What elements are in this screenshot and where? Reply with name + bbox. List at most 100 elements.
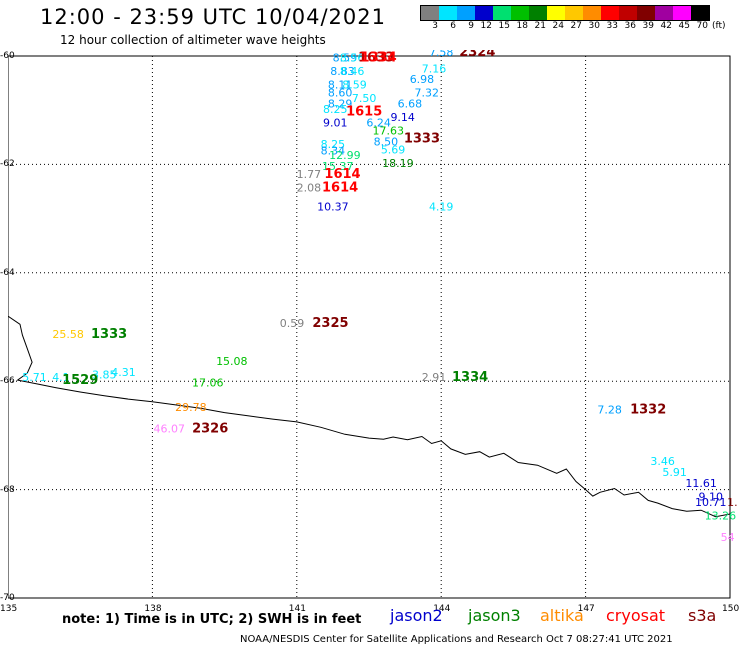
wave-height-label: 4.31: [111, 366, 136, 379]
credit-footer: NOAA/NESDIS Center for Satellite Applica…: [240, 634, 673, 645]
longitude-tick-label: 138: [144, 604, 162, 614]
scale-swatch: [601, 6, 619, 20]
wave-height-label: 8.25: [321, 138, 346, 151]
page-subtitle: 12 hour collection of altimeter wave hei…: [60, 33, 326, 47]
scale-swatch: [655, 6, 673, 20]
wave-height-label: 9.10: [698, 490, 723, 503]
wave-height-label: 5.91: [662, 466, 687, 479]
wave-height-label: 5.71: [22, 371, 47, 384]
observation-time-label: 2326: [192, 422, 228, 437]
satellite-legend-item: altika: [540, 606, 584, 625]
wave-height-label: 15.37: [322, 160, 354, 173]
longitude-tick-label: 147: [577, 604, 595, 614]
wave-height-label: 46.07: [153, 423, 185, 436]
scale-label: 36: [624, 21, 636, 31]
wave-height-label: 11.61: [685, 477, 717, 490]
wave-height-label: 54: [721, 531, 735, 544]
wave-height-label: 7.50: [352, 92, 377, 105]
observation-time-label: 1333: [91, 327, 127, 342]
observation-time-label: 1633: [358, 50, 394, 65]
scale-swatch: [439, 6, 457, 20]
wave-height-label: 8.60: [328, 87, 353, 100]
wave-height-label: 25.58: [52, 328, 84, 341]
wave-height-label: 9.14: [390, 111, 415, 124]
scale-label: 27: [570, 21, 582, 31]
wave-height-label: 5.69: [381, 144, 406, 157]
scale-swatch: [421, 6, 439, 20]
wave-height-label: 18.19: [382, 157, 414, 170]
footnote: note: 1) Time is in UTC; 2) SWH is in fe…: [62, 612, 362, 627]
map-frame: [8, 55, 731, 599]
scale-swatch: [673, 6, 691, 20]
wave-height-label: 8.29: [328, 97, 353, 110]
observation-time-label: 1334: [361, 50, 397, 65]
wave-height-label: 8.56: [340, 51, 365, 64]
observation-time-label: 2324: [459, 50, 495, 60]
wave-height-label: 17.63: [373, 125, 405, 138]
wave-height-label: 10.71: [695, 496, 727, 509]
scale-label: 70: [696, 21, 708, 31]
scale-label: 9: [468, 21, 474, 31]
scale-label: 24: [552, 21, 564, 31]
scale-swatch: [493, 6, 511, 20]
wave-height-label: 8.25: [323, 103, 348, 116]
longitude-tick-label: 150: [722, 604, 740, 614]
wave-height-label: 17.06: [192, 377, 224, 390]
wave-height-label: 8.34: [321, 145, 346, 158]
wave-height-label: 7.16: [422, 62, 447, 75]
wave-height-label: 4.19: [429, 200, 454, 213]
scale-swatch: [691, 6, 709, 20]
scale-swatch: [637, 6, 655, 20]
wave-height-label: 1.: [727, 496, 738, 509]
satellite-legend-item: jason2: [390, 606, 443, 625]
wave-height-label: 6.24: [366, 116, 391, 129]
scale-swatch: [565, 6, 583, 20]
scale-swatch: [457, 6, 475, 20]
scale-label: 42: [660, 21, 672, 31]
longitude-tick-label: 141: [288, 604, 306, 614]
wave-height-label: 12.99: [329, 149, 361, 162]
wave-height-label: 8.50: [374, 135, 399, 148]
observation-time-label: 1529: [62, 373, 98, 388]
wave-height-label: 13.26: [705, 509, 737, 522]
wave-height-label: 2.91: [422, 371, 447, 384]
latitude-tick-label: -62: [0, 159, 15, 170]
satellite-legend-item: s3a: [688, 606, 717, 625]
wave-height-label: 29.78: [175, 401, 207, 414]
scale-swatch: [475, 6, 493, 20]
scale-label: 33: [606, 21, 618, 31]
latitude-tick-label: -60: [0, 51, 15, 61]
wave-height-label: 8.59: [333, 51, 358, 64]
observation-time-label: 1334: [452, 370, 488, 385]
wave-height-label: 8.11: [328, 79, 353, 92]
scale-label: 21: [534, 21, 546, 31]
scale-label: 15: [498, 21, 510, 31]
scale-label: 6: [450, 21, 456, 31]
wave-height-label: 3.46: [650, 455, 675, 468]
wave-height-label: 9.01: [323, 116, 348, 129]
wave-height-label: 1.77: [297, 168, 322, 181]
latitude-tick-label: -70: [0, 593, 15, 603]
color-scale-unit: (ft): [712, 21, 726, 31]
wave-height-label: 6.98: [410, 73, 435, 86]
wave-height-label: 6.68: [398, 97, 423, 110]
scale-swatch: [511, 6, 529, 20]
wave-height-label: 10.37: [317, 200, 349, 213]
scale-label: 39: [642, 21, 654, 31]
longitude-tick-label: 135: [0, 604, 18, 614]
latitude-tick-label: -68: [0, 484, 15, 495]
scale-label: 18: [516, 21, 528, 31]
antarctic-coastline: [8, 315, 731, 518]
wave-height-label: 2.08: [297, 182, 322, 195]
longitude-tick-label: 144: [433, 604, 451, 614]
scale-label: 12: [480, 21, 492, 31]
latitude-tick-label: -66: [0, 376, 15, 387]
observation-time-label: 2325: [312, 316, 348, 331]
satellite-legend-item: jason3: [468, 606, 521, 625]
scale-swatch: [583, 6, 601, 20]
observation-time-label: 1615: [346, 105, 382, 120]
wave-height-label: 7.28: [597, 404, 622, 417]
wave-height-label: 4.1: [52, 371, 70, 384]
wave-height-label: 8.59: [342, 79, 367, 92]
